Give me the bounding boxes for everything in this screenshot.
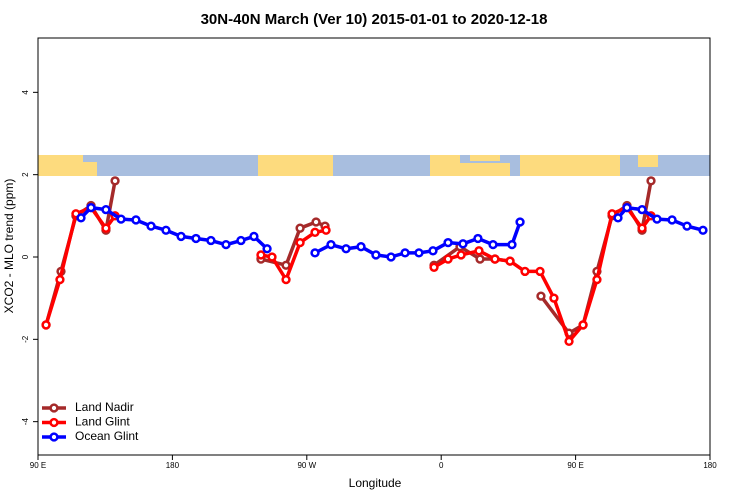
point: [176, 231, 186, 242]
point: [515, 217, 525, 227]
x-tick-label: 90 E: [30, 461, 46, 470]
map-land: [460, 163, 510, 176]
plot-frame: [37, 37, 711, 456]
point: [667, 215, 677, 225]
map-land: [83, 162, 97, 176]
point: [607, 209, 617, 219]
point: [637, 223, 647, 233]
point: [146, 221, 156, 231]
y-tick-label: 0: [21, 254, 30, 259]
point: [652, 214, 662, 224]
point: [429, 262, 439, 272]
point: [281, 274, 291, 285]
series-line: [44, 205, 653, 344]
point: [281, 260, 291, 270]
x-tick-label: 180: [703, 461, 717, 470]
point: [414, 248, 424, 258]
point: [443, 237, 453, 248]
point: [646, 176, 656, 186]
point: [321, 225, 331, 235]
point: [520, 266, 530, 277]
point: [428, 246, 438, 256]
point: [295, 223, 305, 233]
x-tick-label: 180: [166, 461, 180, 470]
x-tick-label: 0: [439, 461, 444, 470]
point: [473, 233, 483, 244]
point: [256, 250, 266, 260]
legend-marker: [49, 432, 59, 442]
point: [110, 176, 120, 186]
point: [249, 231, 259, 242]
point: [475, 254, 485, 264]
point: [326, 239, 336, 250]
point: [101, 205, 111, 215]
map-land: [520, 155, 620, 176]
legend-label: Land Nadir: [75, 400, 134, 414]
point: [101, 223, 111, 233]
point: [356, 242, 366, 252]
point: [507, 239, 517, 250]
map-land: [258, 155, 333, 176]
point: [86, 202, 96, 213]
point: [535, 266, 545, 277]
legend-marker: [49, 417, 59, 428]
point: [613, 213, 623, 223]
point: [221, 239, 231, 250]
x-tick-label: 90 W: [297, 461, 316, 470]
point: [311, 217, 321, 227]
point: [236, 235, 246, 246]
point: [206, 235, 216, 246]
map-land: [470, 155, 500, 161]
point: [116, 214, 126, 224]
point: [622, 202, 632, 213]
point: [564, 336, 574, 347]
x-axis-label: Longitude: [349, 476, 402, 490]
point: [55, 274, 65, 285]
point: [443, 254, 453, 264]
y-tick-label: 2: [21, 172, 30, 177]
point: [698, 225, 708, 235]
point: [371, 250, 381, 260]
point: [262, 244, 272, 254]
point: [41, 320, 51, 330]
point: [592, 274, 602, 285]
point: [310, 227, 320, 237]
legend-label: Ocean Glint: [75, 429, 139, 443]
point: [488, 239, 498, 250]
point: [458, 239, 468, 249]
map-land: [638, 155, 658, 167]
y-tick-label: -4: [21, 418, 30, 426]
point: [161, 225, 171, 235]
series-line: [44, 180, 653, 335]
point: [505, 256, 515, 266]
point: [341, 244, 351, 254]
point: [578, 320, 588, 330]
point: [295, 237, 305, 248]
point: [400, 248, 410, 258]
point: [386, 252, 396, 262]
legend-label: Land Glint: [75, 415, 130, 429]
point: [549, 293, 559, 303]
point: [490, 254, 500, 264]
y-tick-label: 4: [21, 90, 30, 95]
point: [536, 291, 546, 301]
point: [131, 215, 141, 225]
map-band: [38, 155, 710, 176]
point: [267, 252, 277, 262]
point: [682, 221, 692, 231]
chart-title: 30N-40N March (Ver 10) 2015-01-01 to 202…: [201, 11, 548, 28]
point: [456, 250, 466, 260]
legend-marker: [49, 403, 59, 413]
point: [474, 246, 484, 256]
map-land: [38, 155, 83, 176]
point: [76, 213, 86, 223]
y-tick-label: -2: [21, 335, 30, 343]
x-tick-label: 90 E: [567, 461, 583, 470]
point: [191, 233, 201, 244]
y-axis-label: XCO2 - MLO trend (ppm): [2, 179, 16, 314]
map-land: [430, 155, 460, 176]
point: [310, 248, 320, 258]
point: [637, 205, 647, 215]
